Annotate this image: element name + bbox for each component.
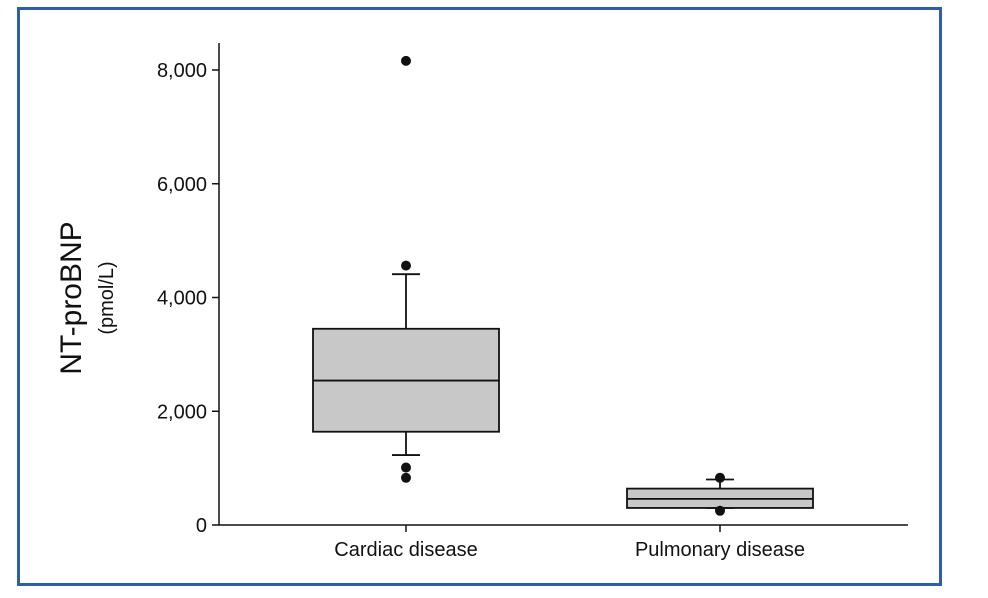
y-tick-label: 4,000	[157, 288, 207, 310]
y-tick-label: 6,000	[157, 174, 207, 196]
y-tick-label: 8,000	[157, 60, 207, 82]
outlier-point	[401, 260, 411, 271]
x-category-label: Pulmonary disease	[635, 539, 805, 561]
box-group	[312, 55, 500, 483]
outlier-point	[401, 462, 411, 473]
outlier-point	[715, 505, 725, 516]
boxes	[312, 55, 814, 516]
outlier-point	[401, 472, 411, 483]
y-tick-label: 2,000	[157, 401, 207, 423]
y-axis-unit: (pmol/L)	[96, 261, 118, 334]
outlier-point	[715, 472, 725, 483]
y-axis: 0 2,000 4,000 6,000 8,000	[157, 43, 220, 537]
y-tick-label: 0	[196, 515, 207, 537]
x-category-label: Cardiac disease	[334, 539, 477, 561]
box-group	[626, 472, 814, 516]
x-axis: Cardiac disease Pulmonary disease	[219, 524, 908, 561]
y-axis-label-group: NT-proBNP (pmol/L)	[55, 221, 118, 374]
outlier-point	[401, 55, 411, 66]
y-axis-title: NT-proBNP	[55, 221, 88, 374]
